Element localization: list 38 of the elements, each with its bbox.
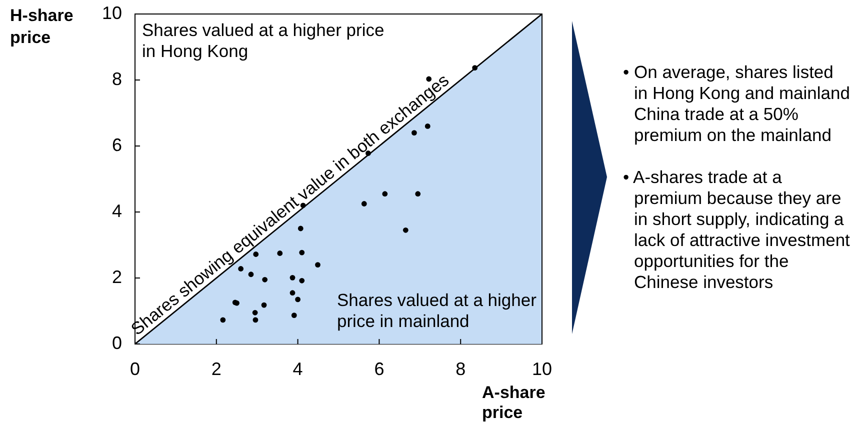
y-tick-label: 6: [112, 134, 122, 155]
point: [252, 310, 258, 316]
y-tick-label: 10: [102, 2, 122, 23]
x-tick-label: 6: [374, 358, 384, 379]
x-tick-label: 0: [130, 358, 140, 379]
annotation: Shares valued at a higher price in mainland: [337, 290, 538, 331]
x-tick-label: 2: [211, 358, 222, 379]
y-tick-label: 2: [112, 266, 122, 287]
point: [382, 191, 388, 197]
point: [252, 317, 258, 323]
point: [261, 302, 267, 308]
x-tick-label: 4: [292, 358, 303, 379]
point: [290, 290, 296, 296]
point: [295, 296, 300, 302]
point: [472, 65, 478, 70]
point: [415, 191, 421, 197]
point: [220, 317, 226, 323]
point: [299, 278, 305, 284]
x-axis-title: A-share price: [482, 383, 546, 423]
point: [402, 227, 408, 233]
x-tick-label: 10: [532, 358, 552, 379]
x-tick-label: 8: [456, 358, 466, 379]
y-tick-label: 0: [112, 332, 122, 353]
point: [262, 276, 268, 282]
y-tick-label: 4: [112, 200, 122, 221]
annotation: Shares valued at a higher price in Hong Kong: [142, 20, 386, 61]
point: [315, 262, 320, 268]
text: • On average, shares listed in Hong Kong and mainland China trade at a 50% premium on the mainland: [623, 62, 851, 146]
point: [238, 266, 244, 272]
point: [290, 274, 296, 280]
point: [248, 272, 254, 278]
point: [361, 201, 367, 206]
y-axis-title: H-share price: [10, 5, 74, 49]
y-tick-label: 8: [112, 68, 122, 89]
point: [299, 250, 305, 256]
text: • A-shares trade at a premium because they are in short supply, indicating a lack of attractive investment opportunities for the Chinese investors: [623, 167, 851, 293]
point: [291, 312, 297, 318]
point: [300, 202, 306, 208]
